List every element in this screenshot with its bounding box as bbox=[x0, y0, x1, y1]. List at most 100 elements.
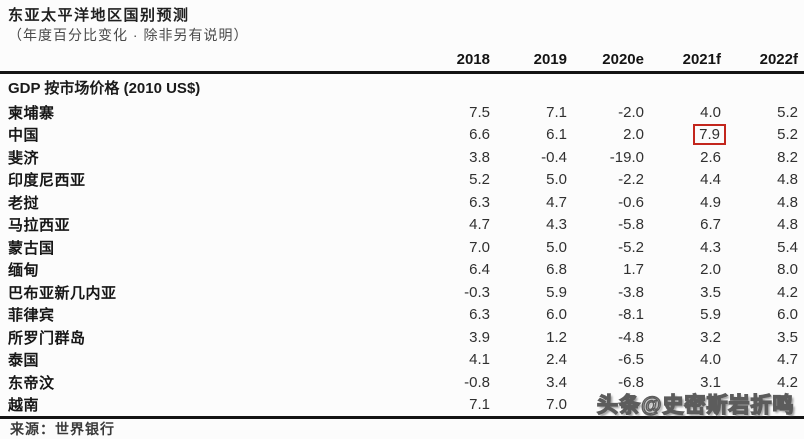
value-text: 4.0 bbox=[700, 351, 721, 369]
value-cell: 6.3 bbox=[413, 306, 490, 323]
value-cell: 4.9 bbox=[644, 194, 721, 211]
value-cell: 7.1 bbox=[413, 396, 490, 413]
value-cell: 2.4 bbox=[490, 351, 567, 368]
value-text: 4.8 bbox=[777, 193, 798, 211]
value-cell: 2.0 bbox=[644, 261, 721, 278]
value-text: 4.2 bbox=[777, 373, 798, 391]
value-text: 4.2 bbox=[777, 283, 798, 301]
value-text: 6.3 bbox=[469, 193, 490, 211]
value-cell: 7.0 bbox=[413, 239, 490, 256]
value-text: -0.4 bbox=[541, 148, 567, 166]
value-cell: -6.5 bbox=[567, 351, 644, 368]
value-text: 7.0 bbox=[546, 396, 567, 414]
year-column-header: 2018 bbox=[456, 50, 490, 68]
country-name: 中国 bbox=[8, 127, 40, 145]
value-cell: 7.9 bbox=[644, 124, 726, 146]
value-text: 3.9 bbox=[469, 328, 490, 346]
value-cell: 3.5 bbox=[721, 329, 798, 346]
value-text: 5.4 bbox=[777, 238, 798, 256]
value-cell: 6.0 bbox=[721, 306, 798, 323]
country-name: 巴布亚新几内亚 bbox=[8, 284, 117, 302]
value-text: 6.8 bbox=[546, 261, 567, 279]
value-cell: 7.0 bbox=[490, 396, 567, 413]
value-cell: 7.1 bbox=[490, 104, 567, 121]
country-name: 菲律宾 bbox=[8, 307, 55, 325]
value-cell: 6.0 bbox=[490, 306, 567, 323]
table-row: 柬埔寨 7.5 7.1 -2.0 4.0 5.2 bbox=[0, 101, 804, 124]
value-text: -6.8 bbox=[618, 373, 644, 391]
value-cell: -6.8 bbox=[567, 374, 644, 391]
value-text: 6.7 bbox=[700, 216, 721, 234]
value-text: 5.2 bbox=[469, 171, 490, 189]
value-cell: 4.0 bbox=[644, 104, 721, 121]
value-text: 7.1 bbox=[546, 103, 567, 121]
value-text: 3.4 bbox=[546, 373, 567, 391]
table-rows: 柬埔寨 7.5 7.1 -2.0 4.0 5.2 中国 6.6 6.1 2.0 … bbox=[0, 101, 804, 416]
value-cell: -5.2 bbox=[567, 239, 644, 256]
value-text: -2.2 bbox=[618, 171, 644, 189]
value-text: 7.5 bbox=[469, 103, 490, 121]
table-row: 印度尼西亚 5.2 5.0 -2.2 4.4 4.8 bbox=[0, 169, 804, 192]
value-cell: 3.5 bbox=[644, 284, 721, 301]
year-column-header: 2022f bbox=[759, 50, 798, 68]
value-text: 6.3 bbox=[469, 306, 490, 324]
value-cell: 4.1 bbox=[413, 351, 490, 368]
value-cell: 3.2 bbox=[644, 329, 721, 346]
value-cell: -0.8 bbox=[413, 374, 490, 391]
value-text: 4.3 bbox=[700, 238, 721, 256]
table-row: 所罗门群岛 3.9 1.2 -4.8 3.2 3.5 bbox=[0, 326, 804, 349]
value-text: 4.7 bbox=[546, 193, 567, 211]
table-row: 越南 7.1 7.0 bbox=[0, 394, 804, 417]
value-text: 6.0 bbox=[777, 306, 798, 324]
table-row: 缅甸 6.4 6.8 1.7 2.0 8.0 bbox=[0, 259, 804, 282]
header-divider bbox=[0, 71, 804, 74]
value-text: 5.2 bbox=[777, 103, 798, 121]
country-name: 马拉西亚 bbox=[8, 217, 71, 235]
value-cell: 4.2 bbox=[721, 284, 798, 301]
value-text: 3.2 bbox=[700, 328, 721, 346]
source-note: 来源：世界银行 bbox=[10, 421, 115, 437]
value-text: 2.4 bbox=[546, 351, 567, 369]
value-text: 2.6 bbox=[700, 148, 721, 166]
value-text: -0.6 bbox=[618, 193, 644, 211]
value-cell: 5.9 bbox=[490, 284, 567, 301]
value-cell: 8.2 bbox=[721, 149, 798, 166]
bottom-divider bbox=[0, 416, 804, 419]
value-cell: 3.4 bbox=[490, 374, 567, 391]
country-name: 蒙古国 bbox=[8, 239, 55, 257]
value-cell: -8.1 bbox=[567, 306, 644, 323]
country-name: 斐济 bbox=[8, 149, 40, 167]
table-row: 菲律宾 6.3 6.0 -8.1 5.9 6.0 bbox=[0, 304, 804, 327]
value-cell: -2.0 bbox=[567, 104, 644, 121]
value-cell: 2.6 bbox=[644, 149, 721, 166]
value-cell: 6.6 bbox=[413, 126, 490, 143]
watermark: 头条@史密斯岩折鸣 bbox=[596, 393, 795, 417]
country-name: 泰国 bbox=[8, 352, 40, 370]
forecast-table: 2018 2019 2020e 2021f 2022f GDP 按市场价格 (2… bbox=[0, 48, 804, 419]
value-cell: 4.3 bbox=[490, 216, 567, 233]
value-cell: 6.7 bbox=[644, 216, 721, 233]
table-row: 斐济 3.8 -0.4 -19.0 2.6 8.2 bbox=[0, 146, 804, 169]
country-name: 老挝 bbox=[8, 194, 40, 212]
year-column-header: 2019 bbox=[533, 50, 567, 68]
country-name: 印度尼西亚 bbox=[8, 172, 86, 190]
value-cell: 4.7 bbox=[490, 194, 567, 211]
value-text: 6.0 bbox=[546, 306, 567, 324]
value-cell: 4.8 bbox=[721, 194, 798, 211]
value-cell: 4.0 bbox=[644, 351, 721, 368]
value-text: 3.5 bbox=[777, 328, 798, 346]
value-cell: -0.6 bbox=[567, 194, 644, 211]
value-text: -4.8 bbox=[618, 328, 644, 346]
value-text: 7.1 bbox=[469, 396, 490, 414]
value-cell: 5.0 bbox=[490, 171, 567, 188]
value-text: 7.9 bbox=[693, 124, 726, 146]
table-header-row: 2018 2019 2020e 2021f 2022f bbox=[0, 48, 804, 70]
country-name: 柬埔寨 bbox=[8, 104, 55, 122]
value-text: 3.5 bbox=[700, 283, 721, 301]
value-text: -6.5 bbox=[618, 351, 644, 369]
country-name: 缅甸 bbox=[8, 262, 40, 280]
value-text: 5.9 bbox=[546, 283, 567, 301]
value-cell: 1.7 bbox=[567, 261, 644, 278]
value-text: 2.0 bbox=[623, 126, 644, 144]
value-cell: -19.0 bbox=[567, 149, 644, 166]
